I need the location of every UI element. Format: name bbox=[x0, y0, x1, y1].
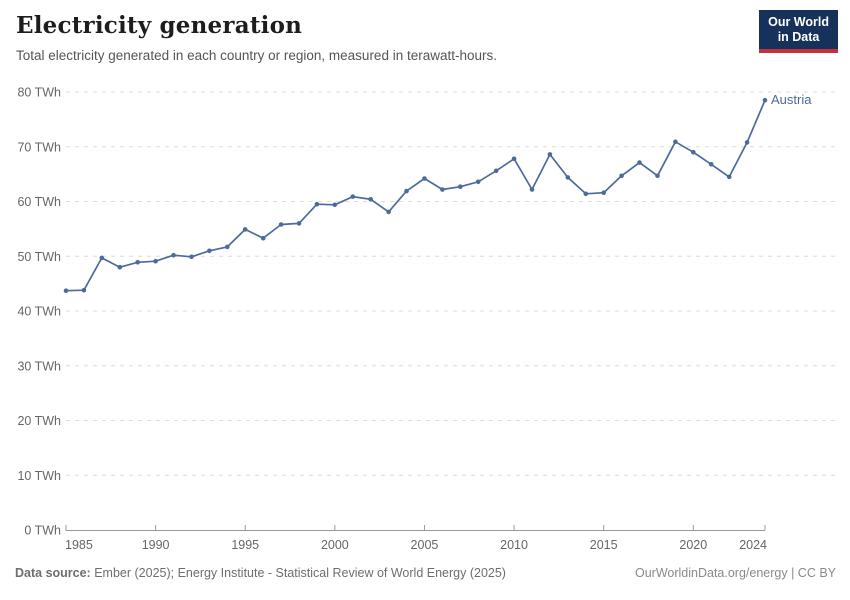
x-axis-label-2015: 2015 bbox=[590, 538, 618, 552]
data-point-2022[interactable] bbox=[726, 174, 732, 180]
data-source-text: Ember (2025); Energy Institute - Statist… bbox=[90, 566, 506, 580]
y-axis-label-30: 30 TWh bbox=[17, 359, 61, 373]
y-axis-label-0: 0 TWh bbox=[24, 524, 61, 538]
data-point-2000[interactable] bbox=[332, 202, 338, 208]
data-point-2015[interactable] bbox=[601, 190, 606, 195]
data-point-2005[interactable] bbox=[422, 176, 427, 181]
x-axis-label-1990: 1990 bbox=[142, 538, 170, 552]
data-point-2011[interactable] bbox=[529, 187, 535, 192]
data-point-2018[interactable] bbox=[655, 173, 660, 179]
data-point-2008[interactable] bbox=[475, 179, 481, 185]
x-axis-label-2020: 2020 bbox=[679, 538, 707, 552]
x-axis-label-1985: 1985 bbox=[65, 538, 93, 552]
data-point-2017[interactable] bbox=[637, 160, 642, 165]
data-point-1996[interactable] bbox=[260, 235, 266, 241]
data-point-2024[interactable] bbox=[762, 97, 768, 103]
data-point-1990[interactable] bbox=[153, 258, 158, 264]
y-axis-label-70: 70 TWh bbox=[17, 140, 61, 154]
data-point-1997[interactable] bbox=[278, 222, 284, 227]
page-title: Electricity generation bbox=[16, 12, 303, 39]
data-point-2012[interactable] bbox=[547, 152, 553, 157]
owid-logo[interactable]: Our World in Data bbox=[759, 10, 838, 53]
data-point-1992[interactable] bbox=[189, 254, 194, 260]
data-point-2003[interactable] bbox=[386, 209, 391, 215]
y-axis-label-20: 20 TWh bbox=[17, 414, 61, 428]
y-axis-label-40: 40 TWh bbox=[17, 305, 61, 319]
data-point-2016[interactable] bbox=[619, 173, 624, 179]
data-point-1985[interactable] bbox=[63, 288, 69, 294]
y-axis-label-50: 50 TWh bbox=[17, 250, 61, 264]
data-point-2013[interactable] bbox=[565, 175, 571, 180]
data-point-1995[interactable] bbox=[242, 227, 248, 232]
data-point-2021[interactable] bbox=[708, 162, 714, 167]
data-point-1986[interactable] bbox=[81, 287, 87, 293]
data-point-1987[interactable] bbox=[99, 255, 105, 261]
owid-logo-line2: in Data bbox=[777, 30, 820, 44]
data-point-1999[interactable] bbox=[314, 201, 320, 207]
y-axis-label-60: 60 TWh bbox=[17, 195, 61, 209]
chart-subtitle: Total electricity generated in each coun… bbox=[16, 48, 497, 63]
series-end-label[interactable]: Austria bbox=[771, 92, 812, 107]
data-point-2006[interactable] bbox=[440, 187, 445, 192]
data-point-1991[interactable] bbox=[171, 252, 176, 258]
x-axis-label-2005: 2005 bbox=[411, 538, 439, 552]
data-point-2023[interactable] bbox=[744, 140, 750, 145]
data-point-2010[interactable] bbox=[511, 156, 517, 162]
credit-link[interactable]: OurWorldinData.org/energy | CC BY bbox=[634, 566, 836, 580]
data-point-2001[interactable] bbox=[350, 194, 356, 199]
y-axis-label-10: 10 TWh bbox=[17, 469, 61, 483]
data-point-1993[interactable] bbox=[207, 248, 212, 254]
data-point-1988[interactable] bbox=[117, 264, 123, 270]
x-axis-label-1995: 1995 bbox=[231, 538, 259, 552]
data-point-1989[interactable] bbox=[135, 260, 140, 265]
data-point-2009[interactable] bbox=[493, 168, 499, 174]
data-point-2020[interactable] bbox=[691, 149, 696, 155]
data-point-2014[interactable] bbox=[583, 191, 589, 197]
chart-footer: Data source: Ember (2025); Energy Instit… bbox=[15, 566, 836, 580]
y-axis-label-80: 80 TWh bbox=[17, 86, 61, 100]
data-point-2007[interactable] bbox=[458, 184, 463, 189]
data-source-note: Data source: Ember (2025); Energy Instit… bbox=[15, 566, 506, 580]
data-point-1994[interactable] bbox=[225, 244, 230, 250]
series-line-austria[interactable] bbox=[65, 99, 766, 292]
data-point-2019[interactable] bbox=[673, 139, 678, 145]
x-axis-label-2000: 2000 bbox=[321, 538, 349, 552]
owid-logo-line1: Our World bbox=[768, 15, 829, 29]
data-point-2002[interactable] bbox=[368, 197, 374, 202]
data-point-2004[interactable] bbox=[404, 188, 409, 194]
x-axis-label-2024: 2024 bbox=[739, 538, 767, 552]
data-source-label: Data source: bbox=[15, 566, 91, 580]
x-axis-label-2010: 2010 bbox=[500, 538, 528, 552]
data-point-1998[interactable] bbox=[296, 221, 302, 226]
